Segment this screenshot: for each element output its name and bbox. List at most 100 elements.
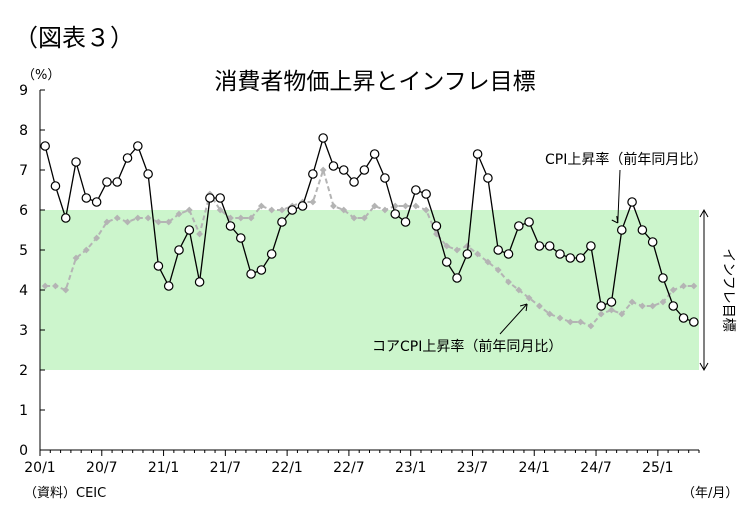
cpi-point [174, 245, 184, 255]
core-cpi-point [124, 218, 131, 226]
cpi-point [153, 261, 164, 271]
cpi-point [143, 169, 153, 179]
cpi-point [205, 193, 215, 203]
core-cpi-point [113, 214, 121, 222]
cpi-point [246, 269, 256, 279]
cpi-point [462, 249, 473, 259]
core-cpi-point [381, 206, 389, 214]
x-tick-label: 20/7 [86, 460, 117, 476]
x-tick-label: 23/1 [395, 460, 426, 476]
core-cpi-point [402, 202, 409, 210]
x-tick-label: 22/7 [333, 460, 364, 476]
cpi-point [431, 221, 442, 231]
x-tick-label: 20/1 [24, 460, 55, 476]
cpi-point [308, 169, 318, 179]
core-cpi-point [175, 210, 183, 218]
core-cpi-point [247, 214, 255, 222]
core-cpi-point [649, 302, 657, 310]
target-arrow-down [699, 362, 709, 372]
core-cpi-point [155, 218, 162, 226]
cpi-point [441, 257, 452, 267]
cpi-point [616, 225, 627, 235]
cpi-point [575, 253, 586, 263]
y-tick-label: 0 [19, 443, 28, 459]
core-cpi-point [608, 306, 615, 314]
cpi-point [668, 301, 679, 311]
core-cpi-point [371, 202, 379, 210]
y-tick-label: 2 [19, 363, 28, 379]
cpi-point [235, 233, 246, 243]
y-tick-label: 9 [19, 83, 28, 99]
cpi-point [606, 297, 617, 307]
y-tick-label: 3 [19, 323, 28, 339]
core-cpi-point [144, 214, 152, 222]
cpi-point [338, 165, 349, 175]
core-cpi-point [494, 266, 502, 274]
cpi-point [689, 317, 699, 327]
core-cpi-point [185, 206, 193, 214]
core-cpi-point [443, 242, 451, 250]
core-cpi-point [268, 206, 276, 214]
core-cpi-point [278, 206, 286, 214]
cpi-point [483, 173, 493, 183]
cpi-point [503, 249, 514, 259]
core-cpi-point [433, 230, 440, 238]
cpi-annotation-arrowhead [611, 215, 619, 224]
cpi-point [658, 273, 668, 283]
cpi-point [277, 217, 287, 227]
cpi-point [184, 225, 195, 235]
core-cpi-point [628, 298, 636, 306]
cpi-line [44, 135, 695, 323]
cpi-annotation-leader [617, 169, 621, 224]
cpi-point [215, 193, 225, 203]
cpi-point [400, 217, 411, 227]
chart-title: 消費者物価上昇とインフレ目標 [214, 69, 536, 95]
cpi-point [287, 205, 298, 215]
core-cpi-point [330, 202, 337, 210]
cpi-point [112, 177, 123, 187]
core-cpi-point [93, 234, 101, 242]
cpi-point [328, 161, 339, 171]
core-cpi-point [165, 218, 173, 226]
figure-label: （図表３） [14, 24, 134, 52]
x-tick-label: 24/1 [519, 460, 550, 476]
x-axis-unit: （年/月） [682, 486, 739, 501]
core-cpi-point [556, 314, 564, 322]
cpi-point [411, 185, 421, 195]
core-cpi-point [41, 282, 49, 290]
core-cpi-point [505, 278, 512, 286]
core-cpi-point [669, 286, 677, 294]
core-cpi-point [196, 230, 204, 238]
cpi-point [349, 177, 359, 187]
x-tick-label: 24/7 [580, 460, 611, 476]
core-cpi-point [618, 310, 626, 318]
core-cpi-point [237, 214, 245, 222]
cpi-point [194, 277, 205, 287]
y-tick-label: 4 [19, 283, 28, 299]
cpi-point [266, 249, 277, 259]
cpi-point [60, 213, 71, 223]
cpi-point [524, 217, 534, 227]
cpi-point [380, 173, 390, 183]
core-cpi-point [350, 214, 358, 222]
core-cpi-point [103, 218, 111, 226]
core-cpi-point [453, 246, 461, 254]
core-cpi-point [309, 198, 317, 206]
cpi-point [297, 201, 308, 211]
core-cpi-point [216, 206, 224, 214]
cpi-point [565, 253, 576, 263]
cpi-point [91, 197, 102, 207]
core-cpi-point [597, 310, 605, 318]
core-cpi-point [535, 302, 543, 310]
cpi-point [133, 141, 143, 151]
core-annotation-arrowhead [519, 303, 528, 312]
core-cpi-point [257, 202, 265, 210]
x-tick-label: 23/7 [457, 460, 488, 476]
cpi-point [122, 153, 133, 163]
core-cpi-point [680, 282, 687, 290]
x-tick-label: 21/7 [210, 460, 241, 476]
cpi-point [472, 149, 483, 159]
cpi-point [544, 241, 555, 251]
y-axis-unit: （%） [22, 68, 61, 83]
